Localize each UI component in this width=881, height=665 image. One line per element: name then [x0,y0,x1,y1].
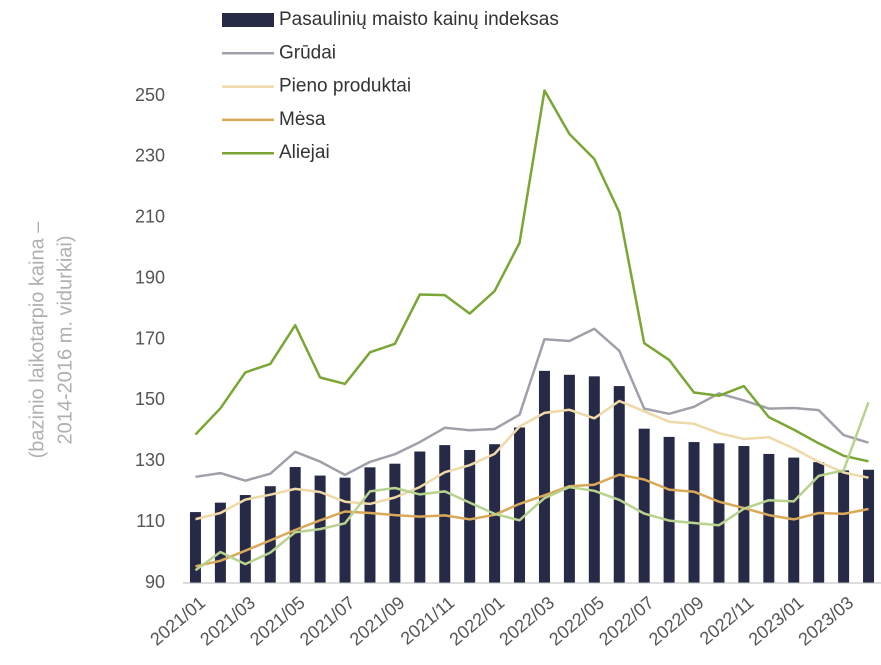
y-tick-label: 150 [135,389,165,409]
x-tick-label: 2021/05 [246,592,309,649]
x-tick-label: 2021/07 [296,592,359,649]
bar [738,446,750,583]
x-tick-label: 2022/01 [446,592,509,649]
bar [588,376,600,583]
line [194,89,869,463]
bar [364,467,376,583]
y-tick-label: 130 [135,450,165,470]
x-tick-label: 2021/09 [346,592,409,649]
bar [613,386,625,583]
y-tick-label: 90 [145,572,165,592]
y-axis-label: (bazinio laikotarpio kaina – [26,221,48,459]
bar [713,443,725,583]
bar [813,462,825,583]
bar [189,512,201,583]
x-tick-label: 2021/03 [196,592,259,649]
line [195,327,869,482]
bar [538,370,550,583]
y-tick-label: 170 [135,328,165,348]
legend-label: Pieno produktai [279,76,411,97]
line [194,401,870,572]
x-tick-label: 2022/11 [696,592,758,648]
y-tick-label: 190 [135,267,165,287]
x-tick-label: 2021/11 [397,592,459,648]
bar [389,463,401,583]
x-tick-label: 2023/03 [795,592,858,649]
legend-label: Pasaulinių maisto kainų indeksas [279,9,559,30]
legend-label: Mėsa [279,109,326,130]
legend-label: Aliejai [279,142,330,163]
bar [239,495,251,583]
line [195,399,869,521]
bar [289,467,301,583]
legend-label: Grūdai [279,42,336,63]
y-axis-label: 2014-2016 m. vidurkiai) [54,236,76,445]
legend-swatch [222,13,274,27]
line [195,473,869,568]
bar [464,449,476,583]
bar [638,428,650,583]
y-tick-label: 250 [135,85,165,105]
x-tick-label: 2022/03 [495,592,558,649]
x-tick-label: 2023/01 [745,592,808,649]
bar [663,436,675,583]
bar [838,470,850,583]
x-tick-label: 2022/07 [595,592,658,649]
bar [763,453,775,583]
bar [563,374,575,583]
x-tick-label: 2022/09 [645,592,708,649]
bar [863,469,875,583]
bar [439,445,451,583]
bar [339,477,351,583]
y-tick-label: 210 [135,207,165,227]
x-tick-label: 2021/01 [146,592,209,649]
bar [214,502,226,583]
bar [688,442,700,583]
x-tick-label: 2022/05 [545,592,608,649]
y-tick-label: 230 [135,146,165,166]
bar [264,486,276,583]
y-tick-label: 110 [136,511,165,531]
